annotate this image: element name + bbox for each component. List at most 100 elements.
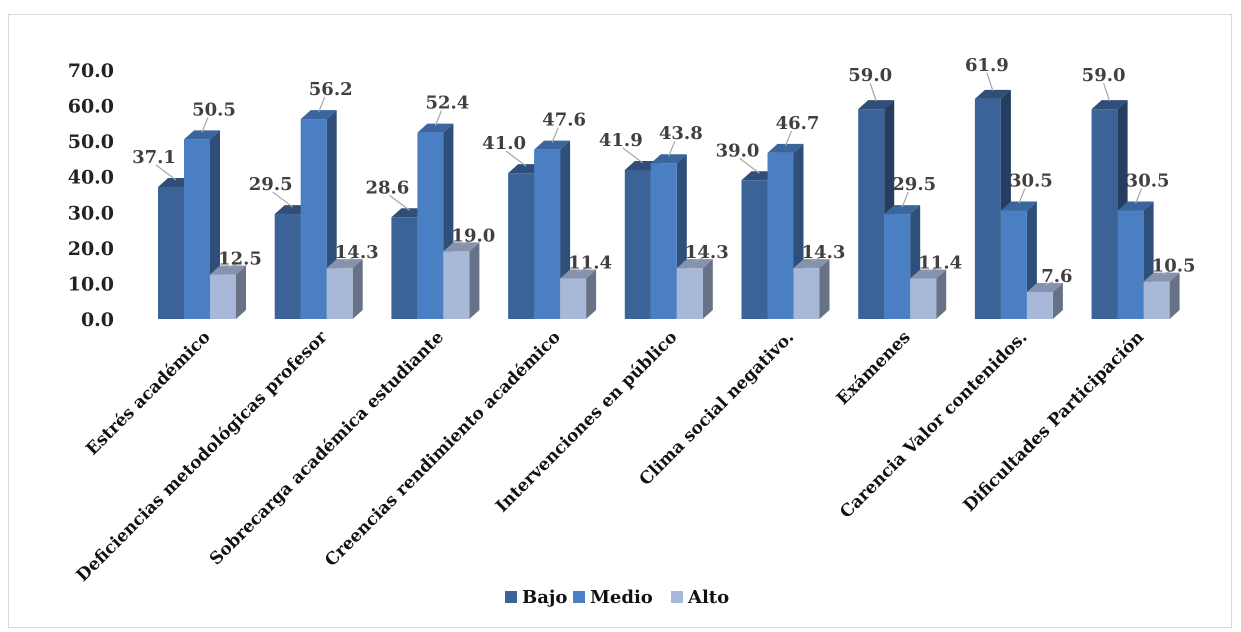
bar-top-face: [793, 259, 830, 269]
bar-top-face: [443, 242, 480, 252]
bar-bajo: [974, 98, 1001, 319]
bar-bajo: [741, 180, 768, 319]
bar-medio: [300, 119, 327, 320]
bar-top-face: [1091, 100, 1128, 110]
bar-bajo: [858, 109, 885, 319]
legend-label: Medio: [590, 587, 653, 608]
bar-bajo: [274, 214, 301, 319]
bar-alto: [1026, 291, 1053, 319]
data-label-leader-line: [986, 72, 994, 92]
data-label-leader-line: [577, 267, 587, 273]
data-label: 7.6: [1041, 266, 1072, 287]
data-label: 10.5: [1152, 256, 1196, 277]
data-label-leader-line: [389, 194, 410, 211]
category-label: Exámenes: [833, 327, 915, 409]
bar-top-face: [417, 123, 454, 133]
bar-medio: [184, 139, 210, 319]
data-label-leader-line: [622, 147, 644, 164]
data-label: 41.0: [482, 133, 526, 154]
data-label: 19.0: [451, 225, 495, 246]
category-label: Creencias rendimiento académico: [321, 327, 564, 570]
data-label: 50.5: [192, 99, 236, 120]
bar-medio: [1000, 210, 1027, 319]
data-label: 14.3: [335, 242, 379, 263]
bar-side-face: [936, 269, 947, 319]
legend-swatch-alto: [671, 591, 683, 603]
bar-top-face: [1117, 201, 1154, 211]
data-label: 29.5: [892, 174, 936, 195]
chart-frame: [8, 14, 1232, 628]
data-label-leader-line: [694, 257, 704, 262]
y-tick-label: 10.0: [68, 273, 114, 295]
y-tick-label: 0.0: [81, 309, 114, 331]
y-tick-label: 50.0: [68, 131, 114, 153]
data-label: 47.6: [542, 110, 586, 131]
bar-side-face: [469, 242, 480, 319]
bar-side-face: [702, 259, 713, 319]
data-label-leader-line: [434, 110, 442, 126]
bar-top-face: [650, 154, 687, 164]
data-label: 11.4: [918, 252, 962, 273]
data-label: 37.1: [132, 147, 176, 168]
data-label-leader-line: [1018, 188, 1026, 204]
data-label-leader-line: [461, 240, 470, 245]
category-label: Deficiencias metodológicas profesor: [73, 327, 332, 586]
data-label-leader-line: [1135, 188, 1143, 204]
bar-bajo: [624, 169, 651, 319]
y-tick-label: 60.0: [68, 96, 114, 118]
data-label-leader-line: [272, 191, 294, 208]
bar-side-face: [352, 259, 363, 319]
bar-medio: [767, 152, 794, 319]
bar-alto: [210, 274, 236, 319]
data-label-leader-line: [201, 117, 209, 133]
bar-top-face: [676, 259, 713, 269]
bar-medio: [534, 149, 561, 319]
bar-side-face: [819, 259, 830, 319]
legend-label: Bajo: [522, 587, 567, 608]
bar-top-face: [210, 265, 246, 275]
category-label: Intervenciones en público: [492, 327, 681, 516]
y-tick-label: 40.0: [68, 167, 114, 189]
data-label: 39.0: [716, 140, 760, 161]
legend-swatch-bajo: [505, 591, 517, 603]
bar-side-face: [236, 265, 246, 319]
data-label-leader-line: [668, 140, 676, 157]
bar-top-face: [300, 110, 337, 120]
bar-medio: [417, 132, 444, 319]
bar-bajo: [508, 173, 535, 319]
data-label-leader-line: [318, 96, 326, 113]
bar-alto: [910, 278, 937, 319]
bar-alto: [676, 268, 703, 319]
data-label-leader-line: [227, 263, 237, 269]
bar-alto: [793, 268, 820, 319]
bar-top-face: [326, 259, 363, 269]
category-label: Carencia Valor contenidos.: [836, 327, 1031, 522]
bar-top-face: [858, 100, 895, 110]
data-label-leader-line: [927, 267, 937, 273]
bar-top-face: [184, 130, 220, 140]
data-label: 28.6: [365, 177, 409, 198]
bar-top-face: [767, 143, 804, 153]
data-label-leader-line: [869, 82, 877, 102]
bar-top-face: [534, 140, 571, 150]
bar-alto: [326, 268, 353, 319]
legend-swatch-medio: [573, 591, 585, 603]
data-label: 61.9: [965, 55, 1009, 76]
bar-top-face: [910, 269, 947, 279]
data-label: 56.2: [309, 79, 353, 100]
data-label: 43.8: [659, 123, 703, 144]
bar-bajo: [391, 217, 418, 319]
bar-top-face: [884, 205, 921, 215]
data-label: 11.4: [568, 252, 612, 273]
data-label-leader-line: [739, 157, 760, 174]
data-label: 30.5: [1009, 171, 1053, 192]
bar-alto: [443, 251, 470, 319]
bar-side-face: [1052, 282, 1063, 319]
data-label-leader-line: [1044, 281, 1054, 286]
data-label: 52.4: [425, 93, 469, 114]
data-label-leader-line: [784, 130, 793, 147]
data-label-leader-line: [155, 164, 177, 181]
bar-bajo: [1091, 109, 1118, 319]
data-label: 14.3: [685, 242, 729, 263]
